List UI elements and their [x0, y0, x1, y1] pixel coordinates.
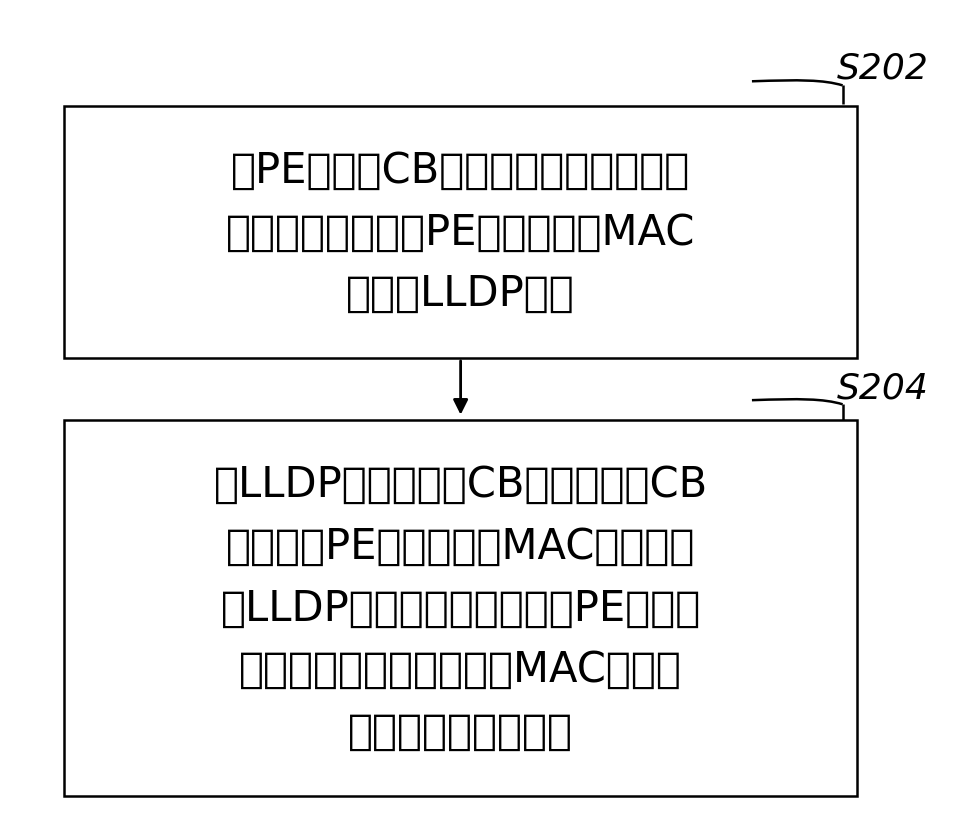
Text: S204: S204 — [837, 371, 928, 406]
Text: 当PE设备与CB设备构建纵向堆叠子系
统时，生成携带有PE设备自身的MAC
地址的LLDP报文: 当PE设备与CB设备构建纵向堆叠子系 统时，生成携带有PE设备自身的MAC 地址… — [226, 150, 696, 315]
Text: 将LLDP报文发送给CB设备，以使CB
设备根据PE设备自身的MAC地址和接
收LLDP报文的物理端口建立PE设备的
子聚合组，子聚合组包括MAC地址和
物理端: 将LLDP报文发送给CB设备，以使CB 设备根据PE设备自身的MAC地址和接 收… — [213, 464, 707, 753]
Bar — [64, 106, 857, 358]
Bar — [64, 420, 857, 795]
Text: S202: S202 — [837, 52, 928, 86]
